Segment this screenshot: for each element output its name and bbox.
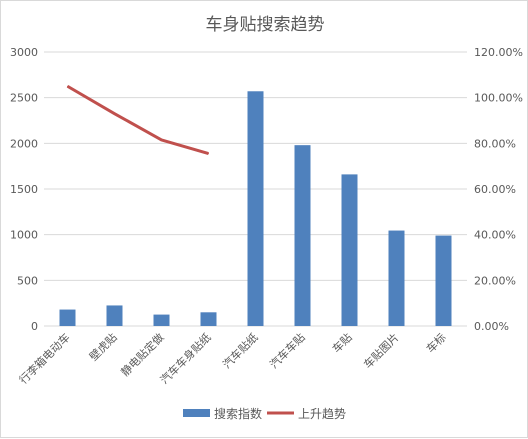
bar [388, 230, 405, 326]
left-axis-ticks: 0 500 1000 1500 2000 2500 3000 [10, 46, 38, 333]
line-point [67, 85, 68, 87]
bar [200, 312, 217, 326]
line-point [208, 153, 209, 155]
legend-line-label: 上升趋势 [298, 407, 346, 421]
category-label: 壁虎贴 [86, 330, 119, 363]
line-series [66, 84, 209, 156]
category-label: 车标 [423, 330, 448, 355]
left-tick-label: 3000 [10, 46, 38, 59]
left-tick-label: 0 [31, 320, 38, 333]
bar [106, 305, 123, 326]
right-tick-label: 100.00% [474, 92, 523, 105]
left-tick-label: 1000 [10, 229, 38, 242]
right-tick-label: 60.00% [474, 183, 516, 196]
category-label: 行李箱电动车 [16, 330, 73, 387]
category-label: 静电贴定做 [118, 330, 167, 379]
category-label: 汽车车贴 [267, 330, 308, 371]
right-tick-label: 120.00% [474, 46, 523, 59]
line-point [114, 113, 115, 115]
bar [435, 235, 452, 326]
left-tick-label: 1500 [10, 183, 38, 196]
category-label: 汽车车身贴纸 [157, 330, 214, 387]
trend-line [66, 84, 209, 156]
left-tick-label: 500 [17, 274, 38, 287]
right-tick-label: 40.00% [474, 229, 516, 242]
bar [247, 91, 264, 326]
category-label: 车贴图片 [361, 330, 402, 371]
bar-series [59, 91, 452, 326]
right-tick-label: 80.00% [474, 137, 516, 150]
legend-bar-swatch [183, 409, 210, 417]
right-axis-ticks: 0.00% 20.00% 40.00% 60.00% 80.00% 100.00% 120.… [474, 46, 523, 333]
left-tick-label: 2000 [10, 137, 38, 150]
line-point [161, 139, 162, 141]
legend-bar-label: 搜索指数 [214, 406, 262, 421]
legend: 搜索指数 上升趋势 [183, 406, 346, 421]
category-label: 车贴 [329, 330, 354, 355]
bar [59, 309, 76, 326]
bar [294, 145, 311, 326]
bar [341, 174, 358, 326]
bar [153, 314, 170, 326]
right-tick-label: 0.00% [474, 320, 509, 333]
category-label: 汽车贴纸 [220, 330, 261, 371]
right-tick-label: 20.00% [474, 274, 516, 287]
chart-title: 车身贴搜索趋势 [206, 15, 325, 35]
left-tick-label: 2500 [10, 92, 38, 105]
